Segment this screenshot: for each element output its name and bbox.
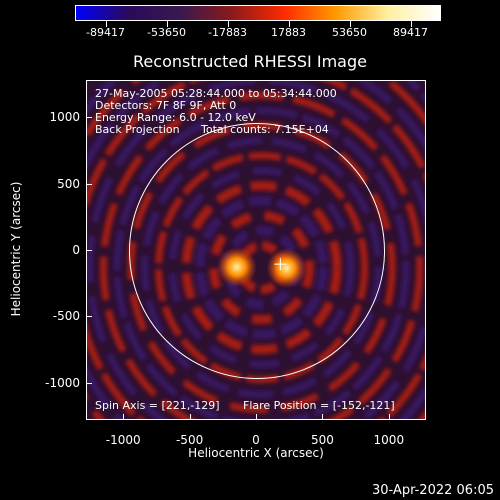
interference-rings: [87, 81, 425, 419]
x-tick-mark: [189, 414, 191, 420]
x-tick-label: -500: [175, 433, 204, 447]
interference-ring: [181, 181, 342, 355]
annotation-counts: Total counts: 7.15E+04: [201, 123, 329, 136]
colorbar-tick-label: 53650: [332, 26, 367, 39]
annotation-method: Back Projection: [95, 123, 180, 136]
colorbar-tick-mark: [166, 21, 168, 27]
interference-ring: [99, 92, 424, 419]
interference-ring: [168, 167, 355, 369]
colorbar-tick-mark: [227, 21, 229, 27]
plot-title: Reconstructed RHESSI Image: [133, 52, 367, 71]
y-axis-label: Heliocentric Y (arcsec): [9, 181, 23, 317]
colorbar-tick-mark: [410, 21, 412, 27]
interference-ring: [155, 152, 369, 384]
image-plot: 27-May-2005 05:28:44.000 to 05:34:44.000…: [86, 80, 426, 420]
interference-ring: [141, 137, 382, 399]
spin-axis-source: [266, 248, 307, 289]
colorbar-tick-label: -53650: [147, 26, 186, 39]
annotation-time-range: 27-May-2005 05:28:44.000 to 05:34:44.000: [95, 87, 337, 100]
primary-source: [216, 247, 257, 288]
interference-ring: [209, 211, 314, 325]
y-tick-label: -1000: [45, 375, 80, 390]
annotation-flare-position: Flare Position = [-152,-121]: [243, 399, 395, 412]
y-tick-label: -500: [52, 309, 80, 324]
x-tick-label: 500: [310, 433, 334, 447]
y-tick-label: 500: [57, 176, 80, 191]
interference-ring: [113, 107, 410, 419]
y-tick-mark: [86, 117, 92, 119]
colorbar-tick-mark: [105, 21, 107, 27]
interference-ring: [195, 196, 328, 340]
colorbar-tick-label: 17883: [271, 26, 306, 39]
y-tick-mark: [86, 382, 92, 384]
colorbar-tick-label: -89417: [86, 26, 125, 39]
colorbar-tick-mark: [349, 21, 351, 27]
solar-limb: [129, 123, 385, 379]
x-tick-label: -1000: [105, 433, 141, 447]
colorbar-tick-label: -17883: [208, 26, 247, 39]
x-tick-mark: [256, 414, 257, 420]
interference-ring: [87, 81, 425, 419]
y-tick-mark: [86, 316, 92, 318]
y-tick-label: 1000: [49, 110, 80, 125]
x-tick-mark: [322, 414, 324, 420]
x-axis-label: Heliocentric X (arcsec): [188, 446, 324, 460]
rhessi-map: [87, 81, 425, 419]
colorbar-tick-mark: [288, 21, 290, 27]
colorbar: [75, 5, 441, 21]
annotation-spin-axis: Spin Axis = [221,-129]: [95, 399, 220, 412]
y-tick-mark: [86, 183, 92, 185]
x-tick-label: 0: [252, 433, 260, 447]
y-tick-mark: [86, 250, 92, 251]
x-tick-mark: [388, 414, 390, 420]
x-tick-label: 1000: [373, 433, 405, 447]
colorbar-tick-label: 89417: [393, 26, 428, 39]
timestamp: 30-Apr-2022 06:05: [372, 483, 494, 498]
annotation-detectors: Detectors: 7F 8F 9F, Att 0: [95, 99, 237, 112]
annotation-energy: Energy Range: 6.0 - 12.0 keV: [95, 111, 256, 124]
x-tick-mark: [123, 414, 125, 420]
y-tick-label: 0: [72, 243, 80, 257]
